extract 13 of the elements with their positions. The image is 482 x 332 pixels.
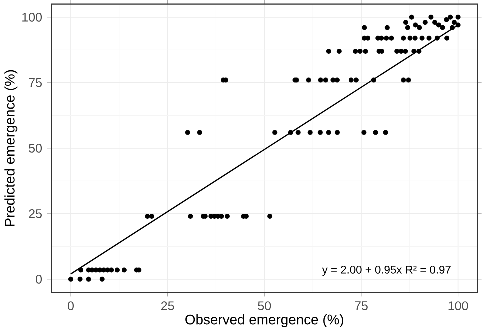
- x-tick-label: 25: [161, 302, 174, 310]
- y-tick-label: 50: [29, 144, 42, 153]
- y-axis-title: Predicted emergence (%): [4, 70, 18, 226]
- y-tick-label: 75: [29, 78, 42, 88]
- y-tick-label: 0: [36, 274, 42, 284]
- x-tick-label: 100: [448, 302, 468, 310]
- x-axis-title: Observed emergence (%): [186, 314, 344, 328]
- y-tick-label: 100: [22, 12, 42, 22]
- x-tick-label: 50: [258, 302, 272, 310]
- annotation: y = 2.00 + 0.95x R² = 0.97: [322, 266, 451, 276]
- y-tick-label: 25: [29, 209, 42, 218]
- x-tick-label: 75: [355, 302, 368, 310]
- x-tick-label: 0: [68, 302, 74, 310]
